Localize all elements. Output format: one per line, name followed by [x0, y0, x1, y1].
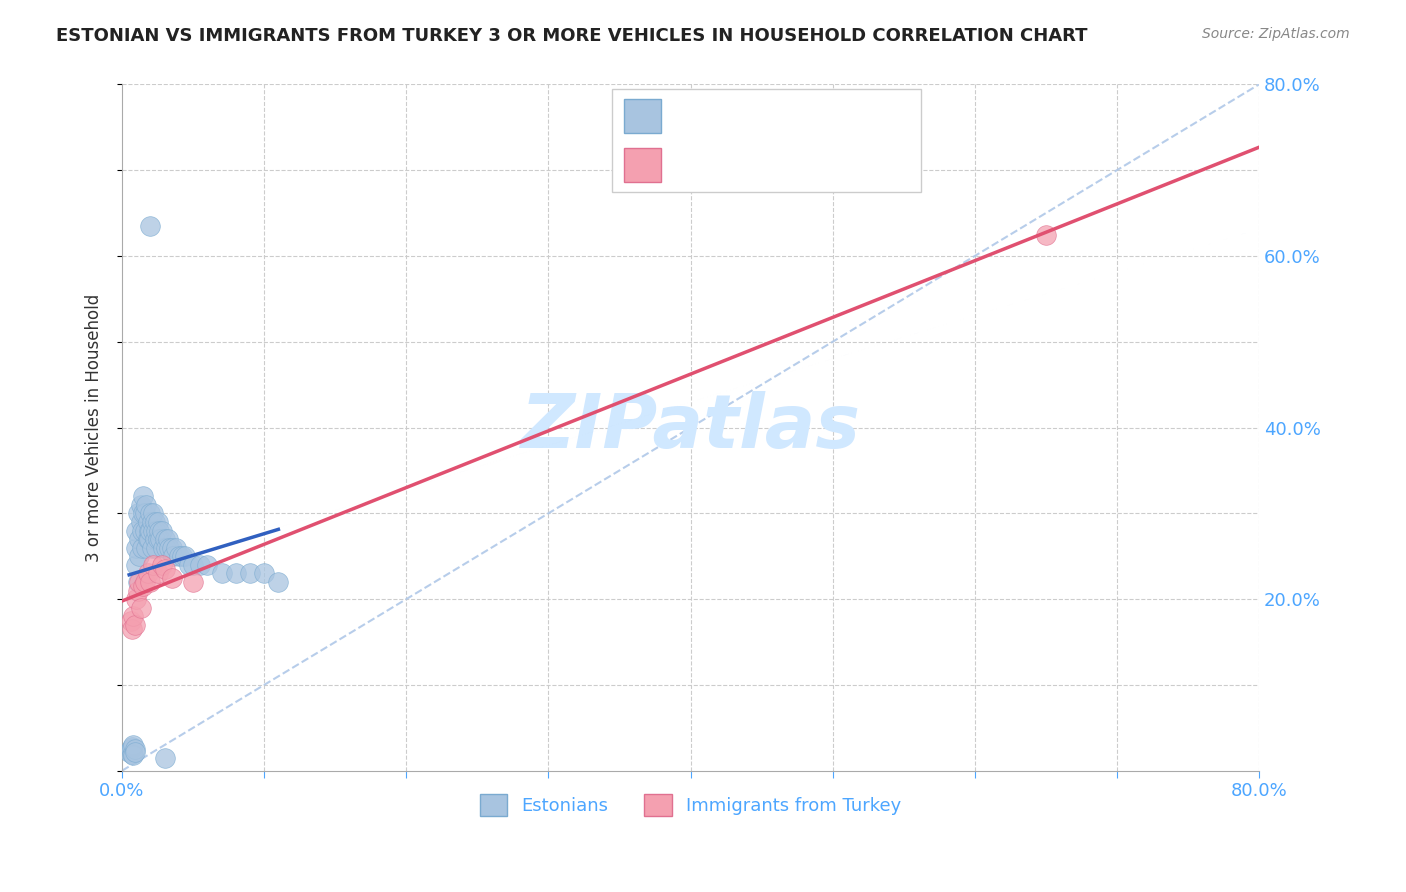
- Point: [127, 507, 149, 521]
- Point: [211, 566, 233, 581]
- Point: [149, 532, 172, 546]
- Point: [134, 574, 156, 589]
- Point: [125, 558, 148, 572]
- Point: [124, 742, 146, 756]
- Point: [181, 574, 204, 589]
- Point: [146, 532, 169, 546]
- FancyBboxPatch shape: [612, 89, 921, 192]
- Point: [135, 541, 157, 555]
- Text: R = 0.290: R = 0.290: [676, 107, 766, 126]
- Point: [142, 558, 165, 572]
- Text: ESTONIAN VS IMMIGRANTS FROM TURKEY 3 OR MORE VEHICLES IN HOUSEHOLD CORRELATION C: ESTONIAN VS IMMIGRANTS FROM TURKEY 3 OR …: [56, 27, 1088, 45]
- Point: [170, 549, 193, 564]
- Point: [162, 549, 184, 564]
- Point: [153, 562, 176, 576]
- Point: [188, 558, 211, 572]
- Point: [132, 489, 155, 503]
- Point: [195, 558, 218, 572]
- FancyBboxPatch shape: [624, 99, 661, 133]
- Point: [150, 558, 173, 572]
- Text: N = 66: N = 66: [813, 107, 880, 126]
- Point: [135, 498, 157, 512]
- Point: [1035, 227, 1057, 242]
- Point: [124, 618, 146, 632]
- Point: [141, 515, 163, 529]
- Point: [267, 574, 290, 589]
- Point: [181, 558, 204, 572]
- Point: [139, 507, 162, 521]
- Point: [134, 524, 156, 538]
- FancyBboxPatch shape: [624, 148, 661, 181]
- Point: [128, 549, 150, 564]
- Point: [127, 574, 149, 589]
- Point: [143, 515, 166, 529]
- Point: [125, 592, 148, 607]
- Point: [125, 541, 148, 555]
- Point: [122, 748, 145, 763]
- Point: [165, 541, 187, 555]
- Point: [134, 507, 156, 521]
- Point: [153, 751, 176, 765]
- Text: ZIPatlas: ZIPatlas: [520, 391, 860, 464]
- Point: [150, 524, 173, 538]
- Text: N = 19: N = 19: [813, 155, 880, 174]
- Point: [143, 532, 166, 546]
- Point: [128, 574, 150, 589]
- Point: [129, 515, 152, 529]
- Point: [142, 507, 165, 521]
- Point: [121, 747, 143, 761]
- Point: [122, 738, 145, 752]
- Y-axis label: 3 or more Vehicles in Household: 3 or more Vehicles in Household: [86, 293, 103, 562]
- Point: [129, 498, 152, 512]
- Point: [157, 541, 180, 555]
- Point: [156, 532, 179, 546]
- Point: [138, 532, 160, 546]
- Point: [136, 532, 159, 546]
- Point: [122, 609, 145, 624]
- Point: [146, 515, 169, 529]
- Point: [167, 549, 190, 564]
- Legend: Estonians, Immigrants from Turkey: Estonians, Immigrants from Turkey: [472, 787, 908, 823]
- Point: [155, 541, 177, 555]
- Point: [138, 524, 160, 538]
- Point: [148, 524, 170, 538]
- Point: [173, 549, 195, 564]
- Point: [225, 566, 247, 581]
- Point: [145, 541, 167, 555]
- Point: [153, 532, 176, 546]
- Point: [125, 524, 148, 538]
- Point: [139, 219, 162, 233]
- Point: [136, 566, 159, 581]
- Point: [132, 507, 155, 521]
- Point: [139, 524, 162, 538]
- Point: [146, 566, 169, 581]
- Point: [124, 745, 146, 759]
- Point: [145, 524, 167, 538]
- Point: [131, 524, 153, 538]
- Point: [139, 574, 162, 589]
- Point: [136, 515, 159, 529]
- Point: [127, 583, 149, 598]
- Point: [121, 739, 143, 754]
- Text: R = 0.946: R = 0.946: [676, 155, 766, 174]
- Point: [118, 745, 141, 759]
- Point: [121, 622, 143, 636]
- Point: [160, 541, 183, 555]
- Point: [142, 524, 165, 538]
- Point: [239, 566, 262, 581]
- Point: [152, 541, 174, 555]
- Point: [129, 600, 152, 615]
- Point: [160, 571, 183, 585]
- Text: Source: ZipAtlas.com: Source: ZipAtlas.com: [1202, 27, 1350, 41]
- Point: [120, 614, 142, 628]
- Point: [128, 532, 150, 546]
- Point: [253, 566, 276, 581]
- Point: [141, 541, 163, 555]
- Point: [177, 558, 200, 572]
- Point: [120, 742, 142, 756]
- Point: [132, 579, 155, 593]
- Point: [131, 541, 153, 555]
